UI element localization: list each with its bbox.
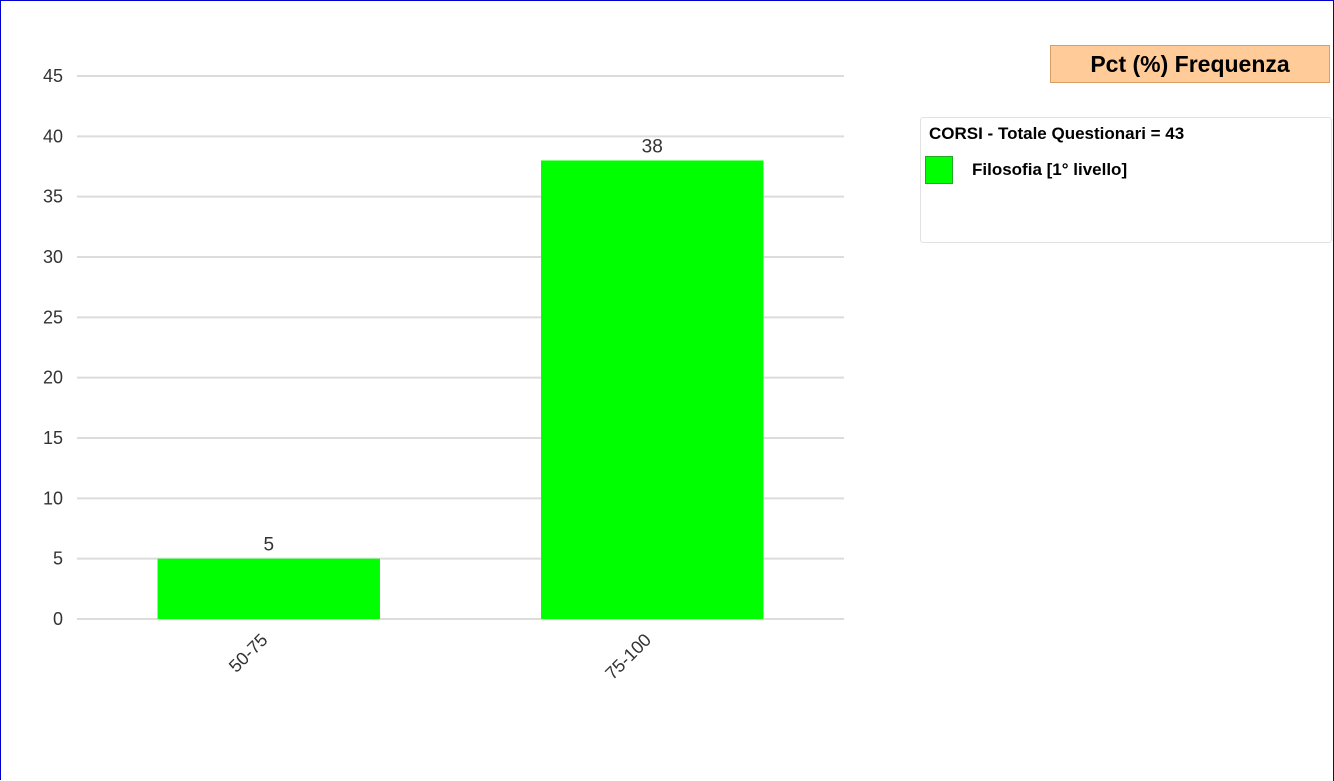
legend-swatch (925, 156, 953, 184)
data-label: 5 (263, 535, 274, 556)
legend-item-label: Filosofia [1° livello] (972, 160, 1128, 179)
legend-item-filosofia[interactable]: Filosofia [1° livello] (925, 155, 1127, 185)
y-tick-label: 15 (43, 428, 63, 448)
bar-chart: 0 5 10 15 20 25 30 35 40 45 5 50-75 38 75-100 (43, 66, 844, 684)
y-tick-label: 25 (43, 307, 63, 327)
y-tick-label: 30 (43, 247, 63, 267)
y-tick-label: 10 (43, 488, 63, 508)
y-tick-label: 45 (43, 66, 63, 86)
y-tick-label: 20 (43, 368, 63, 388)
legend: CORSI - Totale Questionari = 43 Filosofi… (920, 117, 1332, 243)
data-label: 38 (642, 136, 663, 157)
y-tick-label: 0 (53, 609, 63, 629)
x-tick-label: 50-75 (225, 630, 272, 677)
y-tick-label: 5 (53, 549, 63, 569)
bar (541, 160, 764, 619)
bar (157, 558, 380, 619)
y-tick-label: 35 (43, 187, 63, 207)
legend-header: CORSI - Totale Questionari = 43 (929, 124, 1185, 143)
y-tick-label: 40 (43, 126, 63, 146)
x-tick-label: 75-100 (601, 630, 655, 684)
chart-title: Pct (%) Frequenza (1050, 45, 1330, 83)
